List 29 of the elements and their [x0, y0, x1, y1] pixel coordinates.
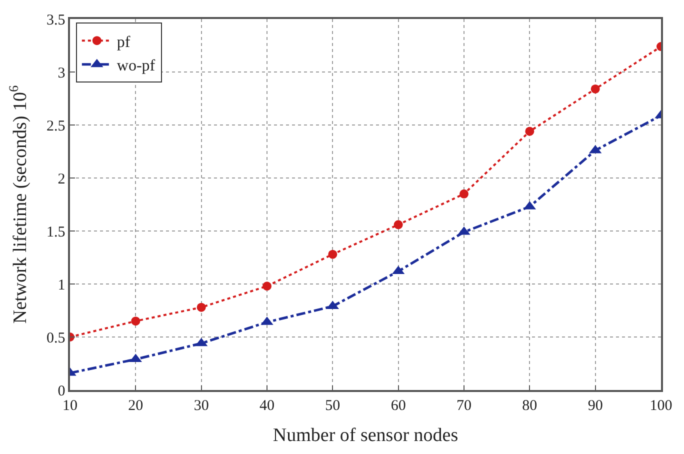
x-tick-label: 20	[128, 398, 144, 414]
legend-label: wo-pf	[116, 58, 156, 75]
x-axis-title: Number of sensor nodes	[272, 425, 458, 446]
x-tick-label: 100	[650, 398, 672, 414]
point	[131, 316, 140, 326]
y-tick-label: 3.5	[46, 12, 66, 28]
x-tick-label: 50	[325, 398, 340, 414]
point	[262, 282, 272, 291]
x-tick-label: 90	[588, 398, 603, 414]
x-tick-label: 10	[62, 398, 78, 414]
x-tick-label: 70	[456, 398, 472, 414]
x-tick-label: 30	[194, 398, 209, 414]
point	[328, 250, 338, 259]
y-tick-label: 1.5	[46, 224, 66, 240]
x-tick-label: 40	[260, 398, 274, 414]
y-tick-label: 2.5	[46, 118, 66, 134]
point	[590, 84, 600, 94]
point	[525, 126, 534, 136]
x-tick-label: 60	[390, 398, 406, 414]
y-tick-label: 0	[58, 383, 66, 400]
y-tick-label: 1	[58, 277, 66, 294]
y-tick-label: 0.5	[46, 330, 66, 346]
x-tick-label: 80	[522, 398, 538, 414]
point	[460, 189, 468, 198]
y-tick-label: 3	[58, 65, 66, 82]
point	[196, 302, 206, 312]
point	[394, 220, 403, 230]
y-tick-label: 2	[58, 171, 66, 188]
legend-label: pf	[116, 34, 131, 51]
